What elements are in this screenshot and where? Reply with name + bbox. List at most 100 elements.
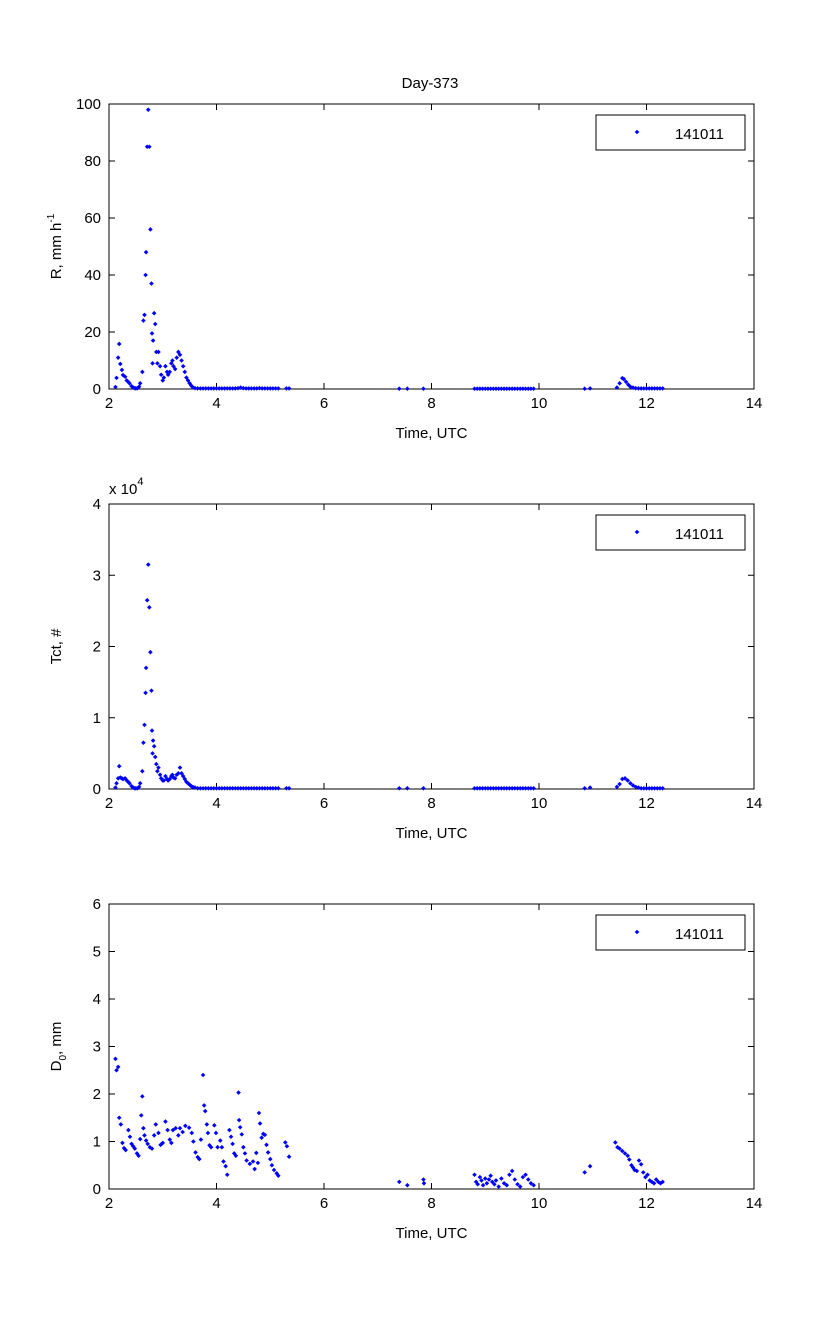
data-point xyxy=(202,1108,208,1114)
data-point xyxy=(143,665,149,671)
data-point xyxy=(206,785,211,791)
data-point xyxy=(525,1177,531,1182)
data-point xyxy=(141,1125,146,1131)
data-point xyxy=(630,1165,636,1170)
x-tick-label: 8 xyxy=(427,795,435,812)
data-point xyxy=(249,386,254,391)
data-point xyxy=(219,386,225,391)
legend-label: 141011 xyxy=(675,126,724,143)
data-point xyxy=(227,1127,232,1133)
data-point xyxy=(188,383,194,388)
data-point xyxy=(482,1176,488,1181)
data-point xyxy=(155,361,160,366)
data-point xyxy=(241,385,246,391)
data-point xyxy=(135,385,140,391)
data-point xyxy=(140,1094,145,1099)
data-point xyxy=(150,361,155,366)
data-point xyxy=(172,366,178,372)
data-point xyxy=(150,751,155,756)
data-point xyxy=(176,771,181,776)
y-axis-label-superscript: -1 xyxy=(46,213,57,222)
x-tick-label: 6 xyxy=(320,395,328,412)
data-point xyxy=(155,768,160,774)
x-tick-label: 4 xyxy=(212,395,220,412)
data-point xyxy=(638,1162,644,1167)
data-point xyxy=(286,785,292,791)
data-point xyxy=(246,785,252,791)
series-141011 xyxy=(113,1056,665,1189)
data-point xyxy=(531,1182,536,1188)
data-point xyxy=(156,1130,161,1136)
data-point xyxy=(136,1153,141,1159)
data-point xyxy=(230,1141,235,1147)
data-point xyxy=(259,386,265,391)
data-point xyxy=(501,785,507,791)
data-point xyxy=(480,1182,486,1188)
legend: 141011 xyxy=(595,514,746,551)
data-point xyxy=(622,776,628,781)
legend-box xyxy=(595,914,746,951)
data-point xyxy=(617,781,622,787)
data-point xyxy=(269,1162,275,1168)
data-point xyxy=(267,386,273,391)
y-tick-label: 0 xyxy=(93,1181,101,1198)
y-tick-label: 6 xyxy=(93,896,101,913)
data-point xyxy=(421,386,426,392)
data-point xyxy=(405,386,410,392)
data-point xyxy=(485,386,491,392)
data-point xyxy=(512,785,518,791)
data-point xyxy=(147,605,152,610)
y-tick-label: 80 xyxy=(84,153,101,170)
data-point xyxy=(204,1122,210,1127)
data-point xyxy=(520,785,526,791)
data-point xyxy=(496,386,501,392)
data-point xyxy=(230,386,235,391)
data-point xyxy=(119,367,125,373)
data-point xyxy=(254,386,260,391)
data-point xyxy=(137,1136,143,1142)
data-point xyxy=(227,785,233,791)
data-point xyxy=(396,785,402,791)
y-axis-label-suffix: , mm xyxy=(48,1022,65,1055)
data-point xyxy=(142,312,147,318)
data-point xyxy=(228,1134,234,1140)
data-point xyxy=(235,785,241,791)
data-point xyxy=(233,1153,239,1159)
data-point xyxy=(137,381,143,386)
data-point xyxy=(145,107,151,112)
data-point xyxy=(488,1173,493,1178)
subplot-1: 2 4 6 8 10 12 14 0 20 40 60 80 100 Time, UTC R, mm h-1… xyxy=(46,96,762,442)
data-point xyxy=(286,1154,292,1159)
data-point xyxy=(149,281,154,286)
data-point xyxy=(651,1181,657,1186)
data-point xyxy=(120,1140,125,1146)
data-point xyxy=(520,386,526,392)
data-point xyxy=(191,1139,196,1144)
data-point xyxy=(177,765,183,770)
data-point xyxy=(250,1159,256,1164)
data-point xyxy=(142,1133,147,1138)
data-point xyxy=(186,1125,192,1131)
data-point xyxy=(148,227,153,232)
y-tick-label: 2 xyxy=(93,639,101,656)
data-point xyxy=(224,785,230,791)
data-point xyxy=(144,597,150,603)
data-point xyxy=(657,785,663,791)
data-point xyxy=(177,352,183,358)
data-point xyxy=(127,1134,133,1140)
data-point xyxy=(474,386,480,392)
data-point xyxy=(151,743,157,749)
data-point xyxy=(115,1064,121,1070)
data-point xyxy=(472,1172,477,1178)
y-axis-label-subscript: 0 xyxy=(58,1055,69,1061)
legend-marker xyxy=(634,929,640,935)
data-point xyxy=(114,1067,119,1073)
data-point xyxy=(172,776,178,781)
data-point xyxy=(156,765,161,770)
data-point xyxy=(638,785,644,791)
data-point xyxy=(286,386,292,391)
data-point xyxy=(405,1182,410,1188)
legend: 141011 xyxy=(595,114,746,151)
data-point xyxy=(150,738,156,743)
data-point xyxy=(262,785,268,791)
